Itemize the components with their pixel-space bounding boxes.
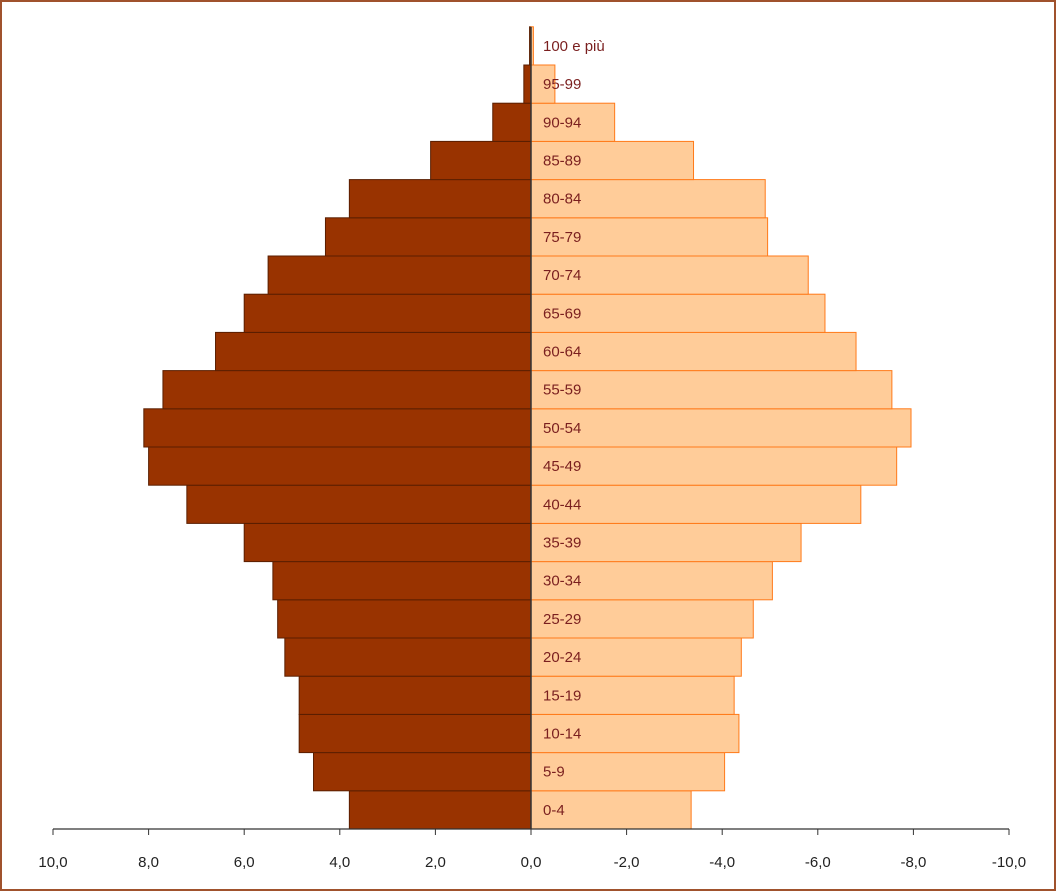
left-bar-40-44: [186, 484, 532, 524]
age-label-80-84: 80-84: [543, 191, 581, 208]
x-tick-label-5: 0,0: [521, 854, 542, 871]
age-label-85-89: 85-89: [543, 153, 581, 170]
left-bar-0-4: [348, 790, 532, 830]
age-label-65-69: 65-69: [543, 305, 581, 322]
x-tick-label-0: 10,0: [38, 854, 67, 871]
age-label-95-99: 95-99: [543, 76, 581, 93]
age-label-45-49: 45-49: [543, 458, 581, 475]
age-label-70-74: 70-74: [543, 267, 581, 284]
left-bar-85-89: [430, 140, 532, 181]
age-label-60-64: 60-64: [543, 344, 581, 361]
age-label-25-29: 25-29: [543, 611, 581, 628]
right-bar-65-69: [530, 293, 826, 333]
x-tick-label-7: -4,0: [709, 854, 735, 871]
left-bar-75-79: [324, 217, 532, 257]
right-bar-50-54: [530, 408, 912, 448]
right-bar-25-29: [530, 599, 754, 639]
left-bar-60-64: [215, 331, 532, 372]
age-label-50-54: 50-54: [543, 420, 581, 437]
age-label-20-24: 20-24: [543, 649, 581, 666]
left-bar-10-14: [298, 713, 532, 754]
left-bar-45-49: [148, 446, 532, 486]
x-tick-label-10: -10,0: [992, 854, 1026, 871]
age-label-5-9: 5-9: [543, 764, 565, 781]
left-bar-35-39: [243, 522, 532, 563]
left-bar-5-9: [313, 752, 532, 792]
age-label-75-79: 75-79: [543, 229, 581, 246]
age-label-55-59: 55-59: [543, 382, 581, 399]
right-bar-55-59: [530, 370, 893, 410]
left-bar-55-59: [162, 370, 532, 410]
x-tick-label-2: 6,0: [234, 854, 255, 871]
right-bar-80-84: [530, 179, 766, 219]
x-tick-label-6: -2,0: [614, 854, 640, 871]
right-bar-0-4: [530, 790, 692, 830]
left-bar-50-54: [143, 408, 532, 448]
age-label-0-4: 0-4: [543, 802, 565, 819]
x-tick-label-8: -6,0: [805, 854, 831, 871]
left-bar-80-84: [348, 179, 532, 219]
right-bar-70-74: [530, 255, 809, 295]
right-bar-40-44: [530, 484, 862, 524]
right-bar-15-19: [530, 675, 735, 715]
left-bar-65-69: [243, 293, 532, 333]
left-bar-20-24: [284, 637, 532, 677]
x-tick-label-4: 2,0: [425, 854, 446, 871]
left-bar-25-29: [277, 599, 532, 639]
age-label-40-44: 40-44: [543, 496, 581, 513]
right-bar-30-34: [530, 561, 773, 601]
age-label-90-94: 90-94: [543, 114, 581, 131]
x-tick-label-1: 8,0: [138, 854, 159, 871]
left-bar-90-94: [492, 102, 532, 142]
x-tick-label-3: 4,0: [329, 854, 350, 871]
left-bar-15-19: [298, 675, 532, 715]
left-bar-70-74: [267, 255, 532, 295]
right-bar-5-9: [530, 752, 726, 792]
age-label-100-e-più: 100 e più: [543, 38, 605, 55]
left-bar-30-34: [272, 561, 532, 601]
left-bar-95-99: [523, 64, 532, 104]
right-bar-60-64: [530, 331, 857, 372]
age-label-35-39: 35-39: [543, 535, 581, 552]
age-label-30-34: 30-34: [543, 573, 581, 590]
right-bar-35-39: [530, 522, 802, 563]
right-bar-45-49: [530, 446, 898, 486]
age-label-15-19: 15-19: [543, 687, 581, 704]
right-bar-75-79: [530, 217, 769, 257]
right-bar-85-89: [530, 140, 695, 181]
right-bar-90-94: [530, 102, 616, 142]
age-label-10-14: 10-14: [543, 726, 581, 743]
x-tick-label-9: -8,0: [900, 854, 926, 871]
